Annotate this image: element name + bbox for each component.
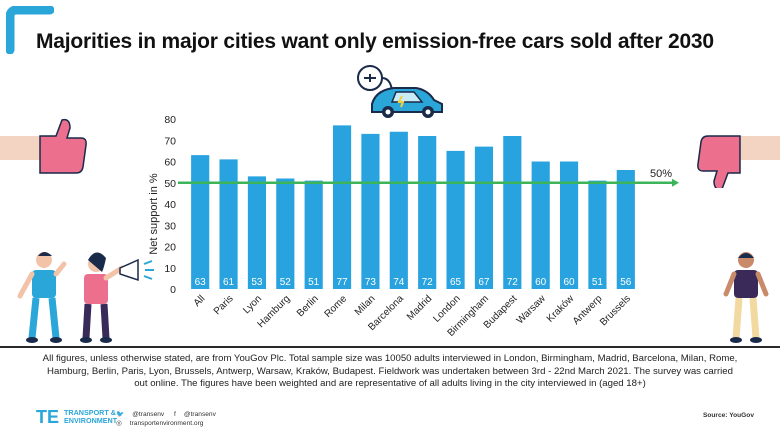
chart-title: Majorities in major cities want only emi… [36, 30, 714, 53]
electric-car-icon [357, 65, 443, 118]
y-tick-label: 50 [164, 178, 176, 190]
web-icon: ◎ [116, 420, 122, 427]
thumbs-up-icon [0, 118, 87, 174]
twitter-handle[interactable]: @transenv [132, 411, 165, 418]
social-links: 🐦 @transenv f @transenv ◎ transportenvironm… [116, 410, 224, 428]
bar-value-label: 77 [337, 277, 349, 288]
x-tick-label: Milan [353, 293, 378, 318]
reference-arrow [672, 178, 679, 187]
bar [418, 136, 437, 289]
bar-value-label: 51 [308, 277, 320, 288]
bar-value-label: 60 [535, 277, 547, 288]
twitter-icon: 🐦 [116, 411, 125, 418]
bar-value-label: 67 [478, 277, 490, 288]
bar-value-label: 56 [620, 277, 632, 288]
y-tick-label: 40 [164, 199, 176, 211]
bar-value-label: 60 [564, 277, 576, 288]
bar-value-label: 51 [592, 277, 604, 288]
logo-mark-icon: TE [36, 407, 60, 427]
bar [616, 170, 635, 289]
bar [446, 150, 465, 289]
bar-value-label: 53 [251, 277, 263, 288]
x-tick-label: Paris [212, 293, 236, 317]
bar-value-label: 74 [393, 277, 405, 288]
bar [276, 178, 295, 289]
source-note: Source: YouGov [702, 412, 754, 419]
bar [559, 161, 579, 289]
bar-value-label: 65 [450, 277, 462, 288]
y-axis-label: Net support in % [148, 173, 160, 255]
bar [191, 155, 210, 289]
y-tick-label: 0 [170, 284, 176, 296]
bar-value-label: 72 [507, 277, 519, 288]
bar [361, 133, 380, 289]
bar [503, 136, 522, 289]
x-tick-label: Rome [323, 293, 350, 320]
people-with-megaphone-illustration [17, 252, 154, 343]
facebook-handle[interactable]: @transenv [183, 411, 216, 418]
y-tick-label: 20 [164, 242, 176, 254]
person-illustration [723, 252, 769, 343]
y-tick-label: 30 [164, 220, 176, 232]
bar-value-label: 61 [223, 277, 235, 288]
bar-value-label: 63 [195, 277, 207, 288]
x-tick-label: Warsaw [515, 293, 549, 327]
bar [389, 131, 408, 289]
reference-line-label: 50% [650, 168, 672, 180]
corner-bracket-decoration [6, 6, 54, 54]
footnote: All figures, unless otherwise stated, ar… [42, 353, 738, 390]
bar-value-label: 52 [280, 277, 292, 288]
bar [304, 180, 323, 289]
x-tick-label: All [192, 293, 208, 309]
y-tick-label: 60 [164, 157, 176, 169]
bar [588, 180, 607, 289]
y-tick-label: 10 [164, 263, 176, 275]
bar [219, 159, 238, 289]
x-tick-label: Madrid [405, 293, 434, 322]
y-tick-label: 70 [164, 135, 176, 147]
x-tick-label: Brussels [598, 293, 633, 328]
bar [474, 146, 494, 289]
divider [0, 346, 780, 348]
facebook-icon: f [174, 411, 176, 418]
bar [332, 125, 352, 289]
thumbs-down-icon [697, 135, 780, 188]
bar [531, 161, 550, 289]
bar-value-label: 73 [365, 277, 377, 288]
logo-line1: TRANSPORT & [64, 407, 116, 417]
brand-logo: TE TRANSPORT & ENVIRONMENT [36, 408, 117, 426]
bar-chart: 0 10 20 30 40 50 60 70 80 Net support in % 63 All 61… [148, 114, 679, 339]
x-tick-label: Lyon [241, 293, 264, 316]
bar-value-label: 72 [422, 277, 434, 288]
x-tick-label: Berlin [295, 293, 321, 319]
website-link[interactable]: transportenvironment.org [129, 420, 204, 427]
bar [247, 176, 267, 289]
y-tick-label: 80 [164, 114, 176, 126]
logo-line2: ENVIRONMENT [64, 416, 118, 425]
